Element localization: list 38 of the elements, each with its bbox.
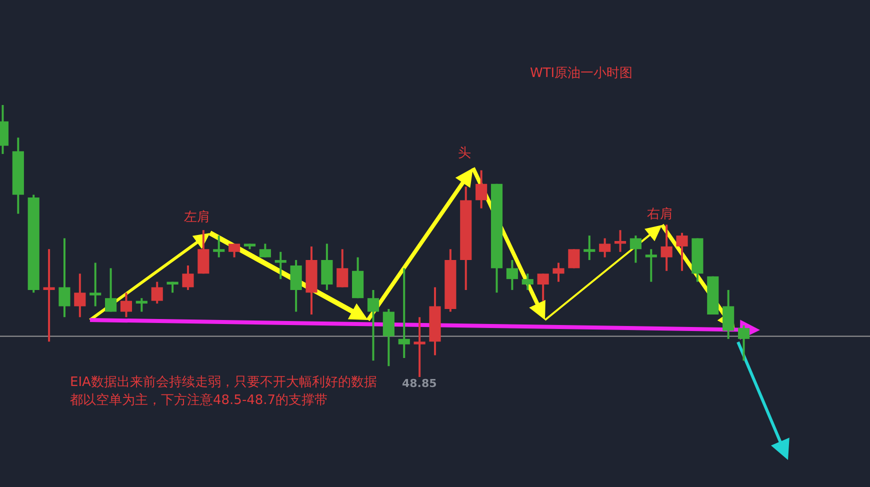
candlestick (738, 324, 750, 362)
annotation: EIA数据出来前会持续走弱，只要不开大幅利好的数据 (70, 375, 377, 391)
candlestick (630, 234, 642, 264)
candlestick (660, 224, 672, 272)
annotation: 头 (458, 146, 471, 162)
candlestick (274, 250, 286, 280)
annotation: 左肩 (184, 210, 210, 226)
candlestick (676, 232, 688, 272)
annotation: 右肩 (647, 207, 673, 223)
candlestick (584, 234, 596, 262)
candlestick (136, 297, 148, 313)
candlestick (105, 267, 117, 313)
text: 都以空单为主，下方注意48.5-48.7的支撑带 (70, 393, 328, 409)
candlestick (90, 262, 102, 308)
candlestick (43, 248, 55, 343)
candlestick (74, 272, 86, 318)
candlestick (213, 234, 225, 258)
candlestick (120, 292, 132, 318)
chart-title: WTI原油一小时图 (530, 66, 633, 82)
candlestick (398, 267, 410, 359)
candlestick (58, 237, 70, 318)
candlestick (645, 248, 657, 283)
candlestick (552, 262, 564, 283)
candlestick (522, 272, 534, 291)
candlestick (414, 316, 426, 378)
candlestick (537, 272, 549, 302)
candlestick (568, 248, 580, 270)
candlestick (614, 229, 626, 253)
candlestick (182, 264, 194, 291)
candlestick (151, 280, 163, 305)
annotation: 48.85 (402, 376, 437, 392)
candlestick (599, 237, 611, 258)
candlestick (476, 169, 488, 210)
candlestick (228, 242, 240, 258)
candlestick (336, 248, 348, 288)
candlestick (259, 242, 271, 258)
candlestick (506, 259, 518, 291)
candlestick (367, 288, 380, 362)
